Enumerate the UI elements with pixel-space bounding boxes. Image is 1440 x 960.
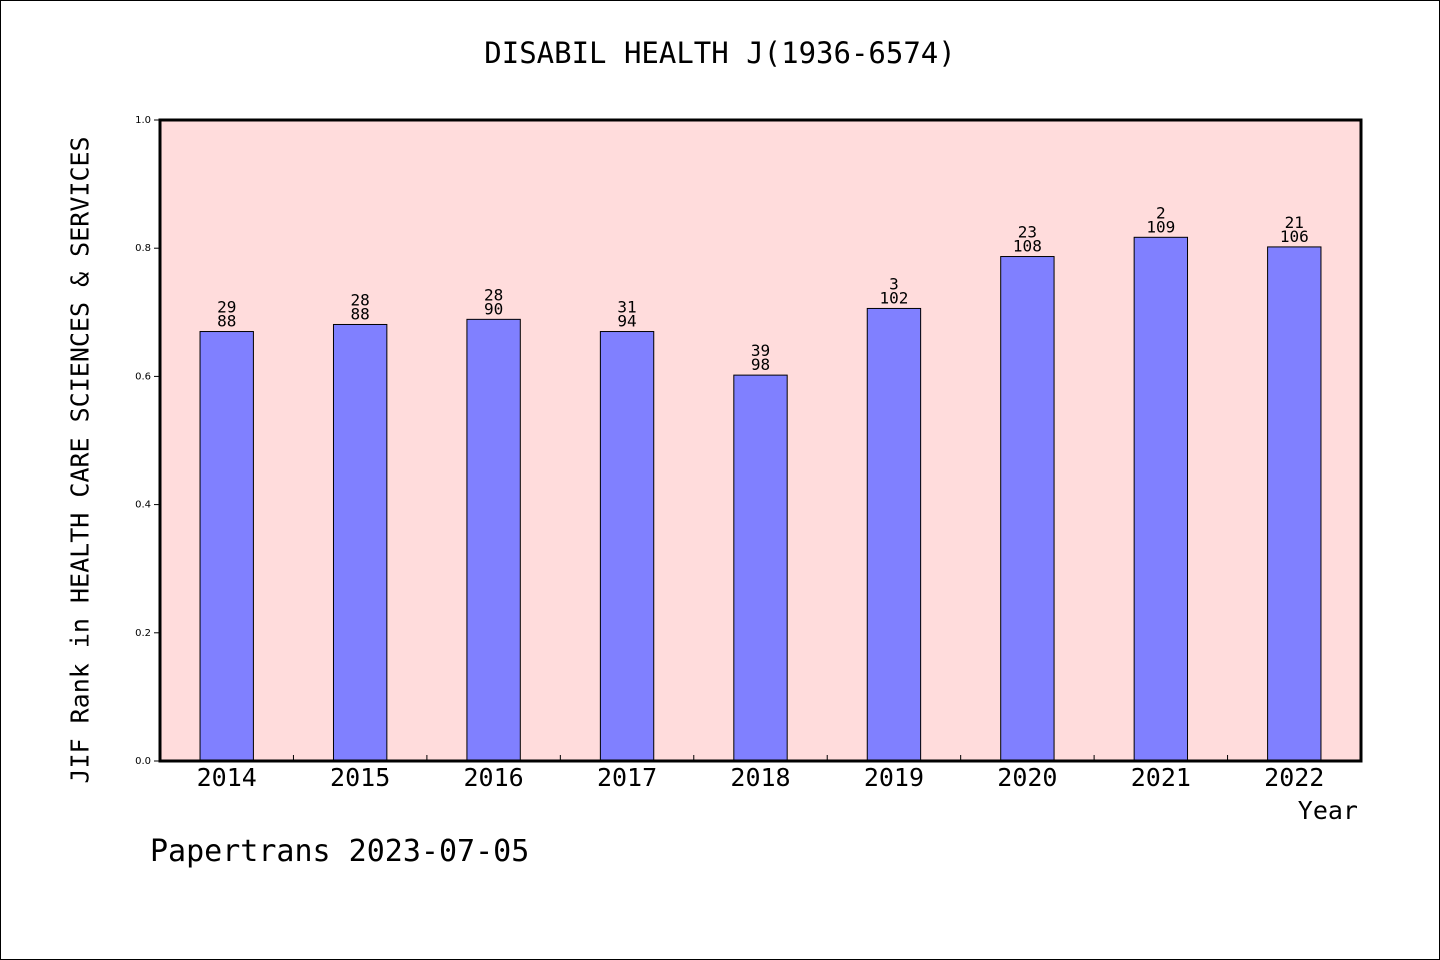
chart-title: DISABIL HEALTH J(1936-6574) [484, 36, 956, 70]
watermark-text: Papertrans 2023-07-05 [150, 834, 530, 869]
bar-total-label: 98 [751, 355, 770, 374]
bar-rank-label: 3 [889, 274, 899, 293]
y-tick-label: 0.2 [135, 628, 151, 639]
x-tick-label: 2016 [464, 763, 524, 792]
bar-total-label: 102 [879, 288, 908, 307]
x-tick-label: 2019 [864, 763, 924, 792]
bar-total-label: 88 [217, 312, 236, 331]
bar [466, 318, 521, 762]
y-tick-label: 0.4 [135, 500, 151, 511]
bar [1133, 236, 1189, 762]
x-tick-label: 2022 [1264, 763, 1324, 792]
bar [866, 307, 922, 762]
bar-rank-label: 28 [351, 290, 370, 309]
y-tick-label: 0.6 [135, 371, 151, 382]
bar [1000, 256, 1055, 762]
bar [199, 331, 254, 762]
bar-rank-label: 23 [1018, 223, 1037, 242]
bar-total-label: 88 [351, 304, 370, 323]
x-tick-label: 2014 [197, 763, 257, 792]
bar [733, 374, 788, 762]
bar-total-label: 94 [617, 312, 636, 331]
x-tick-label: 2015 [330, 763, 390, 792]
y-tick-label: 1.0 [135, 115, 151, 126]
x-tick-label: 2018 [730, 763, 790, 792]
bar [1267, 246, 1322, 762]
y-tick-label: 0.0 [135, 756, 151, 767]
bar-total-label: 106 [1280, 227, 1309, 246]
bar-total-label: 109 [1146, 217, 1175, 236]
x-tick-label: 2021 [1131, 763, 1191, 792]
bar-rank-label: 28 [484, 285, 503, 304]
bar-rank-label: 39 [751, 341, 770, 360]
bar [332, 323, 388, 762]
bar-total-label: 108 [1013, 237, 1042, 256]
bar-rank-label: 21 [1285, 213, 1304, 232]
x-tick-label: 2020 [997, 763, 1057, 792]
plot-border [158, 118, 1363, 763]
bar-rank-label: 29 [217, 298, 236, 317]
bar-rank-label: 2 [1156, 203, 1166, 222]
bar-rank-label: 31 [617, 298, 636, 317]
bar [599, 331, 655, 762]
bar-total-label: 90 [484, 299, 503, 318]
y-tick-label: 0.8 [135, 243, 151, 254]
x-tick-label: 2017 [597, 763, 657, 792]
x-axis-label: Year [1297, 796, 1358, 825]
